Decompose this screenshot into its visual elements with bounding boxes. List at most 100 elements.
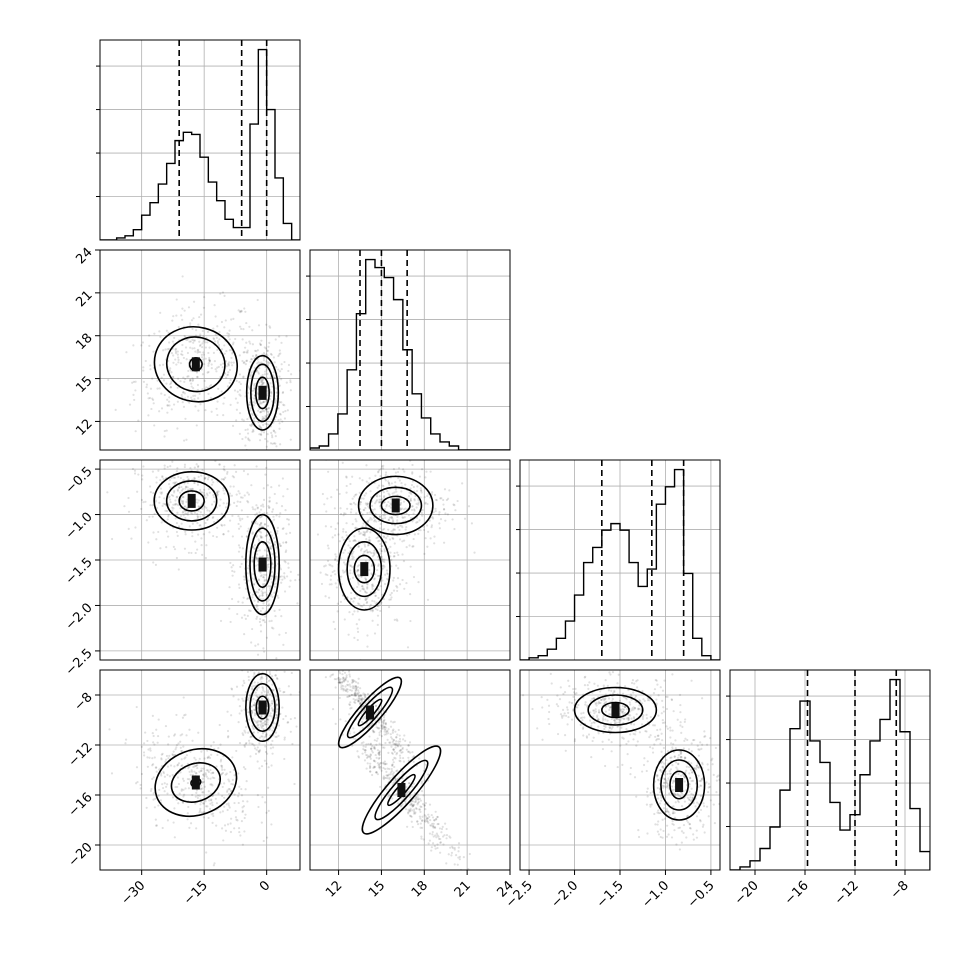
sample-point (173, 733, 177, 736)
sample-point (276, 594, 279, 597)
sample-point (279, 544, 282, 548)
sample-point (352, 697, 355, 701)
sample-point (435, 836, 438, 839)
sample-point (353, 691, 357, 695)
sample-point (365, 597, 369, 600)
sample-point (185, 512, 188, 515)
sample-point (191, 377, 194, 380)
sample-point (231, 783, 235, 786)
sample-point (202, 358, 205, 361)
sample-point (362, 747, 365, 751)
sample-point (147, 748, 150, 751)
sample-point (344, 677, 348, 680)
sample-point (368, 766, 372, 770)
sample-point (280, 341, 283, 344)
sample-point (415, 807, 418, 810)
sample-point (359, 702, 362, 705)
sample-point (387, 751, 390, 754)
sample-point (592, 715, 595, 718)
sample-point (391, 517, 394, 520)
sample-point (207, 777, 210, 780)
sample-point (187, 306, 191, 309)
sample-point (414, 800, 418, 803)
sample-point (433, 845, 436, 848)
sample-point (641, 689, 644, 693)
contour-level-0 (245, 354, 280, 431)
sample-point (373, 632, 377, 635)
sample-point (420, 805, 423, 809)
sample-point (635, 680, 638, 683)
sample-point (262, 839, 265, 843)
sample-point (679, 711, 682, 714)
sample-point (343, 680, 346, 683)
sample-point (272, 746, 275, 749)
sample-point (197, 409, 200, 412)
sample-point (186, 486, 189, 489)
sample-point (163, 782, 166, 785)
sample-point (367, 538, 371, 542)
sample-point (266, 691, 270, 695)
sample-point (263, 573, 266, 576)
sample-point (369, 539, 372, 542)
sample-point (268, 341, 271, 344)
sample-point (385, 726, 388, 729)
sample-point (389, 773, 392, 776)
sample-point (464, 870, 466, 872)
sample-point (235, 504, 238, 508)
sample-point (378, 751, 381, 754)
sample-point (159, 478, 162, 482)
sample-point (260, 691, 263, 694)
sample-point (184, 516, 187, 520)
sample-point (345, 491, 348, 494)
sample-point (267, 585, 270, 588)
sample-point (413, 533, 416, 536)
sample-point (400, 804, 403, 807)
sample-point (432, 826, 435, 829)
sample-point (134, 380, 137, 383)
sample-point (354, 693, 357, 696)
sample-point (202, 811, 205, 814)
sample-point (602, 684, 605, 687)
sample-point (394, 746, 397, 749)
sample-point (156, 734, 160, 738)
sample-point (168, 482, 171, 486)
sample-point (684, 737, 687, 740)
sample-point (236, 500, 239, 503)
sample-point (134, 430, 137, 433)
sample-point (282, 527, 285, 530)
sample-point (261, 536, 264, 539)
sample-point (388, 598, 391, 601)
sample-point (387, 492, 390, 495)
sample-point (251, 531, 254, 534)
sample-point (689, 799, 693, 803)
sample-point (257, 643, 260, 646)
sample-point (390, 767, 393, 771)
sample-point (216, 753, 219, 757)
sample-point (255, 694, 258, 697)
sample-point (458, 855, 462, 858)
sample-point (256, 522, 259, 525)
sample-point (363, 545, 367, 548)
density-peak (391, 498, 400, 513)
sample-point (196, 766, 199, 770)
sample-point (636, 740, 639, 743)
sample-point (311, 651, 313, 653)
sample-point (348, 577, 352, 581)
sample-point (182, 496, 185, 499)
sample-point (246, 567, 250, 570)
sample-point (243, 816, 246, 820)
sample-point (174, 482, 177, 485)
sample-point (344, 685, 347, 688)
sample-point (568, 701, 571, 704)
sample-point (207, 351, 210, 355)
sample-point (195, 789, 199, 792)
sample-point (362, 692, 365, 695)
sample-point (627, 716, 630, 720)
sample-point (264, 735, 267, 738)
sample-point (689, 796, 692, 799)
sample-point (278, 666, 280, 668)
sample-point (189, 322, 192, 325)
sample-point (166, 348, 169, 351)
sample-point (430, 493, 433, 496)
sample-point (676, 718, 679, 721)
